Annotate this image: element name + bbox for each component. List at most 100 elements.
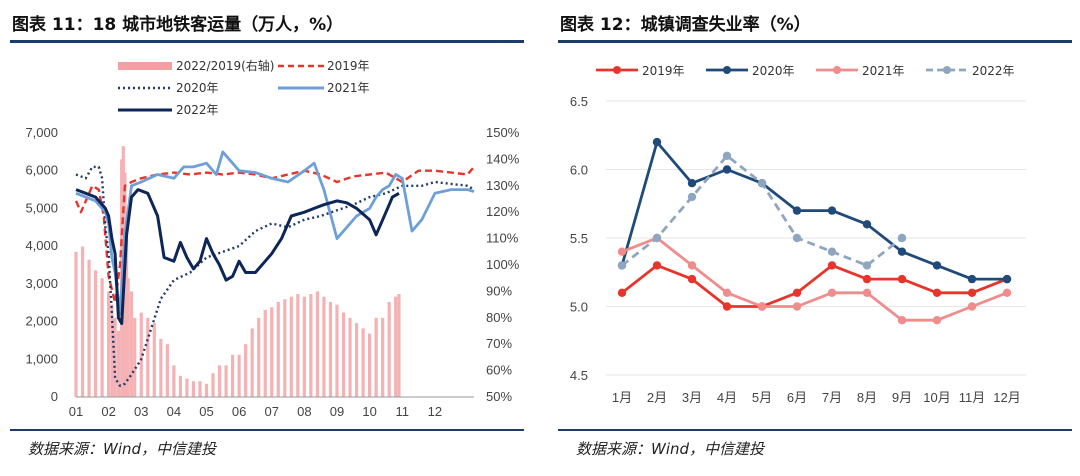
x-tick-label: 05: [199, 404, 213, 419]
left-bottom-rule: [10, 429, 524, 431]
left-axes: 01 02 03 04 05 06 07 08 09 10 11 12 7,000 6,000 5,000 4…: [25, 125, 519, 419]
y-tick-label: 0: [51, 389, 58, 404]
ratio-bar: [348, 317, 352, 397]
ratio-bar: [93, 270, 98, 397]
series-point-2019: [932, 288, 942, 297]
legend-label-2020: 2020年: [176, 81, 219, 95]
ratio-bar: [322, 296, 326, 397]
y-right-tick-label: 130%: [486, 178, 520, 193]
ratio-bar: [133, 317, 137, 397]
legend-label-ratio: 2022/2019(右轴): [176, 58, 275, 73]
series-point-2022: [722, 151, 732, 160]
series-point-2020: [932, 261, 942, 270]
y-tick-label: 1,000: [25, 351, 58, 366]
ratio-bar: [100, 278, 104, 397]
ratio-bar: [276, 301, 280, 397]
y-tick-label: 3,000: [25, 276, 58, 291]
series-point-2022: [827, 247, 837, 256]
series-line-2019: [621, 263, 1008, 308]
x-tick-label: 03: [134, 404, 148, 419]
ratio-bar: [172, 365, 176, 397]
y-tick-label: 5,000: [25, 200, 58, 215]
right-title-rule: [558, 40, 1072, 43]
series-point-2019: [617, 288, 627, 297]
x-tick-label: 09: [330, 404, 344, 419]
right-legend: 2019年 2020年 2021年 2022年: [596, 64, 1015, 78]
ratio-bar: [397, 294, 401, 397]
ratio-bar: [309, 294, 313, 397]
y-tick-label: 4,000: [25, 238, 58, 253]
series-point-2021: [932, 316, 942, 325]
left-source: 数据来源：Wind，中信建投: [28, 440, 217, 458]
y-right-tick-label: 140%: [486, 151, 520, 166]
y-right-tick-label: 100%: [486, 257, 520, 272]
ratio-bar: [250, 328, 254, 397]
y-tick-label: 2,000: [25, 314, 58, 329]
series-point-2021: [757, 302, 767, 311]
ratio-bar: [139, 312, 143, 397]
y-right-tick-label: 70%: [486, 336, 512, 351]
x-tick-label: 11: [395, 404, 409, 419]
y-right-tick-label: 90%: [486, 283, 512, 298]
series-point-2022: [897, 233, 907, 243]
x-tick-label: 4月: [717, 390, 737, 405]
ratio-bar: [159, 338, 163, 397]
series-point-2020: [862, 220, 872, 229]
ratio-bar: [335, 304, 339, 397]
series-point-2021: [722, 288, 732, 297]
y-right-tick-label: 110%: [486, 231, 519, 246]
ratio-bar: [270, 307, 274, 397]
x-tick-label: 08: [297, 404, 311, 419]
series-point-2021: [862, 288, 872, 297]
x-tick-label: 1月: [612, 390, 632, 405]
series-point-2019: [967, 288, 977, 297]
y-tick-label: 4.5: [570, 368, 588, 383]
y-right-tick-label: 150%: [486, 125, 520, 140]
ratio-bar: [381, 317, 385, 397]
right-gridlines: [606, 100, 1026, 376]
legend-marker: [613, 66, 621, 74]
series-point-2021: [1002, 288, 1012, 297]
ratio-bar: [198, 381, 202, 397]
series-point-2019: [687, 274, 697, 284]
series-point-2020: [827, 206, 837, 215]
series-point-2022: [757, 179, 767, 188]
series-point-2019: [897, 274, 907, 284]
legend-marker: [723, 66, 731, 74]
ratio-bar: [146, 317, 150, 397]
legend-marker: [943, 66, 951, 74]
ratio-bar: [296, 294, 300, 397]
y-right-tick-label: 60%: [486, 363, 512, 378]
legend-label-2021: 2021年: [327, 81, 370, 95]
ratio-bar: [107, 291, 111, 397]
x-tick-label: 7月: [822, 390, 842, 405]
y-tick-label: 5.0: [570, 300, 588, 315]
metro-ridership-chart: 2022/2019(右轴) 2019年 2020年 2021年 2022年 0 1…: [25, 58, 519, 419]
series-point-2019: [827, 261, 837, 270]
legend-swatch-ratio: [118, 62, 172, 70]
ratio-bar: [110, 304, 114, 397]
right-axes: 6.5 6.0 5.5 5.0 4.5 1月 2月 3月 4月 5月 6月 7月 8月 9月 10月 11月 1…: [570, 94, 1021, 405]
x-tick-label: 10: [362, 404, 376, 419]
y-right-tick-label: 120%: [486, 204, 520, 219]
left-title-rule: [10, 40, 524, 43]
series-point-2020: [652, 137, 662, 147]
y-tick-label: 5.5: [570, 231, 588, 246]
left-legend: 2022/2019(右轴) 2019年 2020年 2021年 2022年: [118, 58, 370, 117]
x-tick-label: 06: [232, 404, 246, 419]
x-tick-label: 5月: [752, 390, 772, 405]
x-tick-label: 12月: [993, 390, 1020, 405]
y-right-tick-label: 80%: [486, 310, 512, 325]
left-chart-title: 图表 11：18 城市地铁客运量（万人，%）: [12, 15, 344, 35]
x-tick-label: 02: [101, 404, 115, 419]
ratio-bar: [354, 323, 359, 397]
y-tick-label: 6.0: [570, 163, 588, 178]
x-tick-label: 8月: [857, 390, 877, 405]
ratio-bar: [257, 317, 261, 397]
series-point-2020: [967, 274, 977, 284]
ratio-bar: [394, 296, 398, 397]
y-right-tick-label: 50%: [486, 389, 512, 404]
ratio-bar: [116, 331, 121, 397]
ratio-bar: [374, 317, 378, 397]
right-source: 数据来源：Wind，中信建投: [576, 440, 765, 458]
